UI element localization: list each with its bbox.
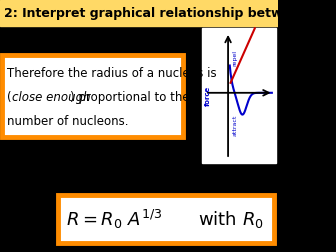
Text: Therefore the radius of a nucleus is: Therefore the radius of a nucleus is <box>7 67 217 80</box>
Text: ) proportional to the: ) proportional to the <box>70 91 190 104</box>
Text: close enough: close enough <box>12 91 91 104</box>
Text: $\mathrm{with}\ R_0$: $\mathrm{with}\ R_0$ <box>198 208 264 230</box>
Text: $R = R_0\ A^{1/3}$: $R = R_0\ A^{1/3}$ <box>66 207 162 231</box>
Bar <box>202 28 276 163</box>
Bar <box>0 0 278 26</box>
Text: force: force <box>205 85 211 106</box>
FancyBboxPatch shape <box>58 195 275 243</box>
Text: (: ( <box>7 91 12 104</box>
Text: 2: Interpret graphical relationship between r: 2: Interpret graphical relationship betw… <box>4 7 319 19</box>
FancyBboxPatch shape <box>2 55 183 137</box>
Text: number of nucleons.: number of nucleons. <box>7 115 129 128</box>
Text: repel: repel <box>232 50 237 66</box>
Bar <box>202 28 276 163</box>
Text: attract: attract <box>232 114 237 136</box>
